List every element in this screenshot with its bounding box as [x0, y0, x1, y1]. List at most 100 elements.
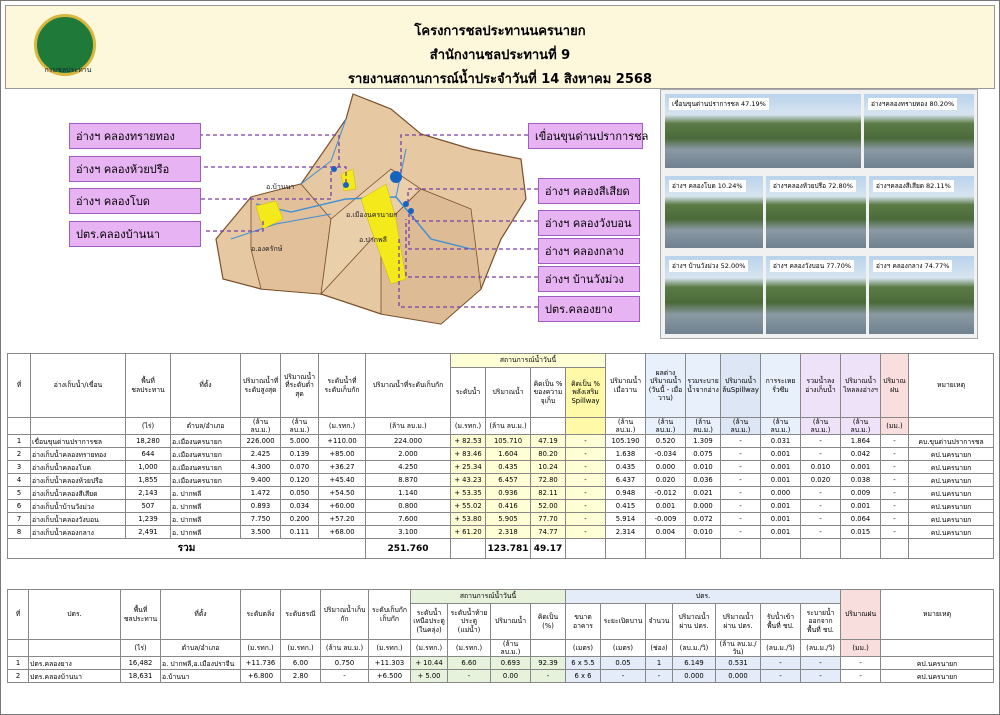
- cell: 0.010: [685, 525, 721, 540]
- group-header: สถานการณ์น้ำวันนี้: [410, 589, 566, 604]
- cell: -0.012: [645, 486, 686, 501]
- cell: + 5.00: [410, 669, 448, 684]
- cell: อ่างเก็บน้ำบ้านวังม่วง: [30, 499, 126, 514]
- column-header: ที่: [7, 353, 31, 418]
- unit-header: [28, 638, 121, 658]
- cell: -: [800, 525, 841, 540]
- cell: -: [720, 512, 761, 527]
- title: โครงการชลประทานนครนายก: [414, 24, 586, 39]
- report-date: รายงานสถานการณ์น้ำประจำวันที่ 14 สิงหาคม…: [348, 72, 652, 87]
- column-header: ปริมาณน้ำล้นSpillway: [720, 353, 761, 418]
- logo: กรมชลประทาน: [34, 14, 96, 76]
- column-header: ปริมาณฝน: [840, 589, 882, 640]
- cell: 3.500: [240, 525, 281, 540]
- unit-header: (ล้าน ลบ.ม.): [320, 638, 369, 658]
- map-label: อ่างฯ บ้านวังม่วง: [538, 266, 640, 292]
- cell: 2.425: [240, 447, 281, 462]
- photo-caption: อ่างฯ คลองวังบอน 77.70%: [770, 260, 854, 272]
- photo: อ่างฯ คลองโบด 10.24%: [665, 176, 763, 248]
- cell: -0.034: [645, 447, 686, 462]
- photo-caption: อ่างฯ บ้านวังม่วง 52.00%: [669, 260, 749, 272]
- cell: 2.80: [280, 669, 321, 684]
- column-header: ระดับเก็บกัก เก็บกัก: [368, 589, 411, 640]
- cell: +57.20: [318, 512, 366, 527]
- column-header: รวมน้ำลงอ่างเก็บน้ำ: [800, 353, 841, 418]
- unit-header: (ไร่): [120, 638, 161, 658]
- unit-header: (ม.รทก.): [318, 416, 366, 436]
- cell: -: [565, 447, 606, 462]
- district-label: อ.เมืองนครนายก: [346, 211, 397, 219]
- cell: อ่างเก็บน้ำคลองโบด: [30, 460, 126, 475]
- cell: 0.001: [760, 447, 801, 462]
- cell: 507: [125, 499, 171, 514]
- column-header: ปริมาณน้ำ: [485, 367, 531, 418]
- unit-header: (ไร่): [125, 416, 171, 436]
- cell: -: [565, 512, 606, 527]
- cell: 0.948: [605, 486, 646, 501]
- cell: 644: [125, 447, 171, 462]
- photo-caption: อ่างฯคลองสีเสียด 82.11%: [873, 180, 954, 192]
- data-row: 1 ปตร.คลองยาง 16,482 อ. ปากพลี,อ.เมืองปราจี…: [7, 656, 995, 671]
- cell: -: [530, 669, 566, 684]
- cell: 1.604: [485, 447, 531, 462]
- map-label: อ่างฯ คลองสีเสียด: [538, 178, 640, 204]
- cell: -: [880, 512, 909, 527]
- cell: 1.638: [605, 447, 646, 462]
- column-header: ปริมาณน้ำที่ระดับต่ำสุด: [280, 353, 319, 418]
- cell: 0.001: [840, 499, 881, 514]
- cell: 1,855: [125, 473, 171, 488]
- cell: 80.20: [530, 447, 566, 462]
- cell: อ่างเก็บน้ำคลองกลาง: [30, 525, 126, 540]
- cell: 72.80: [530, 473, 566, 488]
- cell: + 61.20: [450, 525, 486, 540]
- cell: 0.010: [685, 460, 721, 475]
- photo: เขื่อนขุนด่านปราการชล 47.19%: [665, 94, 861, 168]
- cell: 7: [7, 512, 31, 527]
- cell: -: [840, 669, 882, 684]
- cell: +110.00: [318, 434, 366, 449]
- cell: -: [800, 486, 841, 501]
- data-row: 4 อ่างเก็บน้ำคลองห้วยปรือ 1,855 อ.เมืองนครน…: [7, 473, 994, 488]
- column-header: หมายเหตุ: [880, 589, 995, 640]
- unit-header: (ลบ.ม./วิ): [672, 638, 716, 658]
- district-label: อ.องครักษ์: [251, 245, 283, 253]
- cell: [800, 538, 841, 560]
- cell: 6.00: [280, 656, 321, 671]
- cell: -: [840, 656, 882, 671]
- map-label: อ่างฯ คลองโบด: [69, 188, 201, 214]
- unit-header: (ล้าน ลบ.ม.): [685, 416, 721, 436]
- column-header: คิดเป็น % ของความจุเก็บ: [530, 367, 566, 418]
- cell: 4.250: [365, 460, 451, 475]
- cell: 77.70: [530, 512, 566, 527]
- cell: 2,143: [125, 486, 171, 501]
- cell: 1.472: [240, 486, 281, 501]
- cell: 92.39: [530, 656, 566, 671]
- map-label: เขื่อนขุนด่านปราการชล: [528, 123, 648, 149]
- cell: 3.100: [365, 525, 451, 540]
- cell: 0.072: [685, 512, 721, 527]
- unit-header: [530, 638, 566, 658]
- cell: 0.000: [760, 486, 801, 501]
- column-header: ระดับน้ำเหนือประตู (ในคลุ่ง): [410, 603, 448, 640]
- cell: 0.050: [280, 486, 319, 501]
- cell: 0.893: [240, 499, 281, 514]
- cell: อ.เมืองนครนายก: [170, 434, 241, 449]
- unit-header: (ม.รทก.): [368, 638, 411, 658]
- cell: -: [720, 499, 761, 514]
- cell: คป.นครนายก: [908, 447, 994, 462]
- cell: 1.140: [365, 486, 451, 501]
- unit-header: [880, 638, 995, 658]
- cell: 10.24: [530, 460, 566, 475]
- unit-header: (ล้าน ลบ.ม./วัน): [715, 638, 761, 658]
- cell: 6.149: [672, 656, 716, 671]
- cell: [760, 538, 801, 560]
- cell: 1: [645, 656, 673, 671]
- column-header: ผลต่างปริมาณน้ำ (วันนี้ - เมื่อวาน): [645, 353, 686, 418]
- logo-text: กรมชลประทาน: [44, 66, 92, 74]
- cell: 0.001: [840, 460, 881, 475]
- column-header: ขนาดอาคาร: [565, 603, 601, 640]
- column-header: ปริมาณน้ำเมื่อวาน: [605, 353, 646, 418]
- cell: 0.800: [365, 499, 451, 514]
- cell: 0.000: [715, 669, 761, 684]
- cell: + 83.46: [450, 447, 486, 462]
